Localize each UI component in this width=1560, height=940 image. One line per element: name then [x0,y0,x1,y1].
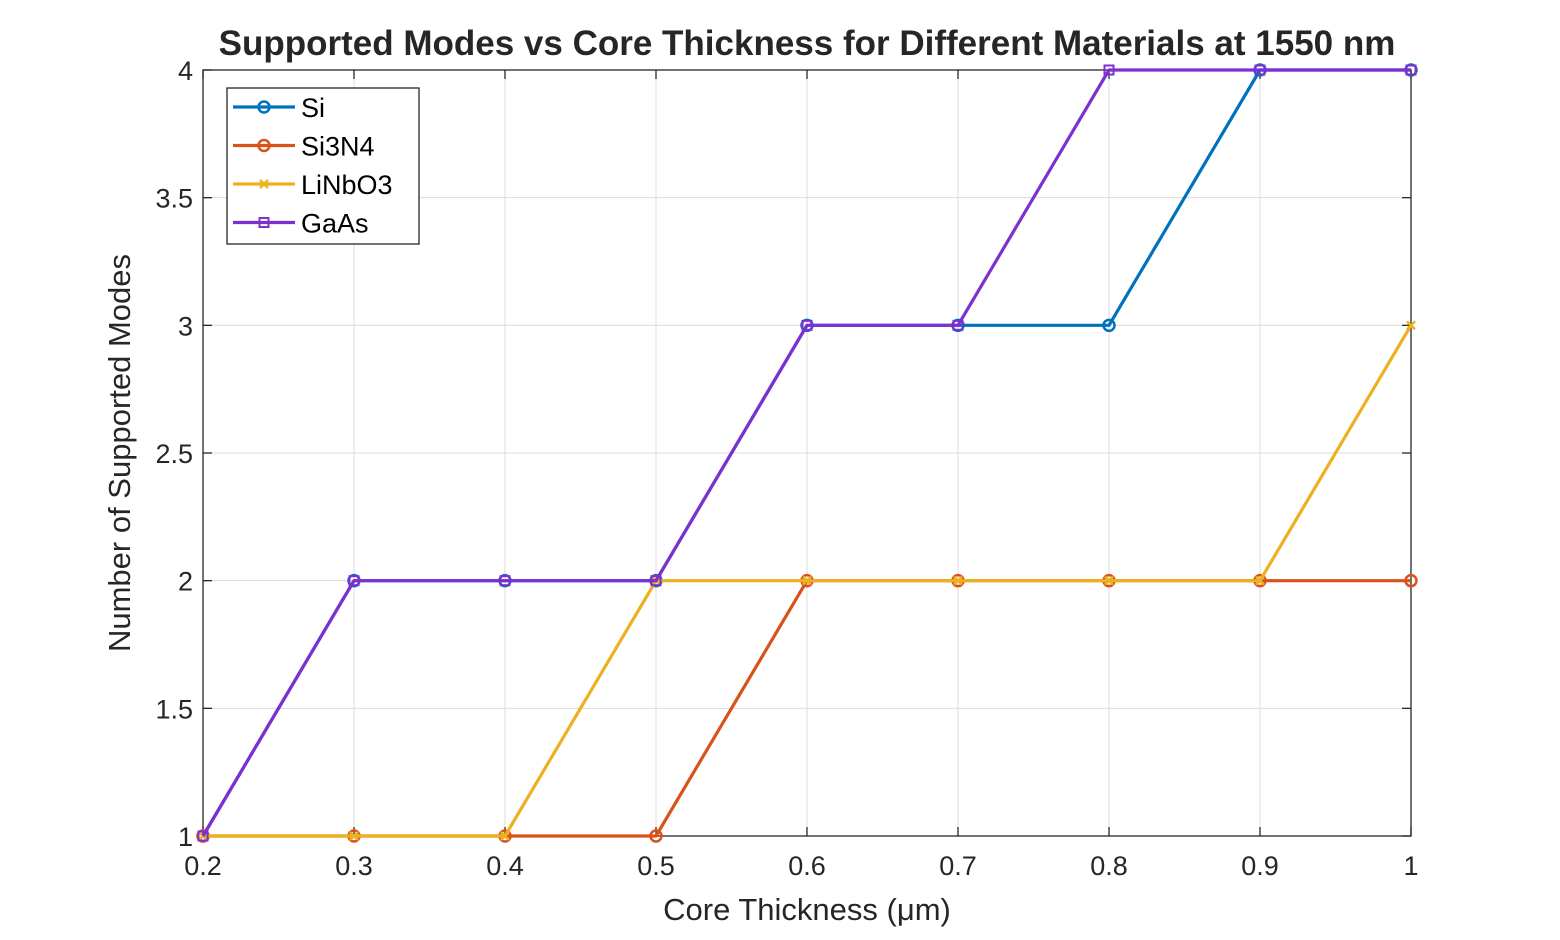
y-tick-label: 3.5 [155,184,193,214]
data-point-gaas [499,575,511,587]
data-point-si3n4 [649,829,663,843]
y-tick-label: 1.5 [155,694,193,724]
x-tick-label: 0.9 [1241,851,1279,881]
data-point-gaas [1103,64,1115,76]
x-tick-label: 0.5 [637,851,675,881]
legend-marker-gaas [258,217,270,228]
data-point-gaas [650,575,662,587]
legend-label-si: Si [301,93,325,123]
data-point-si3n4 [1404,573,1418,588]
legend-item-gaas: GaAs [233,209,369,239]
x-tick-label: 0.4 [486,851,524,881]
chart-title: Supported Modes vs Core Thickness for Di… [219,24,1396,63]
data-point-gaas [348,575,360,587]
data-point-gaas [1254,64,1266,76]
x-tick-labels: 0.2 0.3 0.4 0.5 0.6 0.7 0.8 0.9 1 [184,851,1418,881]
data-point-linbo3 [349,831,359,841]
y-axis-label: Number of Supported Modes [102,254,137,652]
data-point-gaas [197,830,209,842]
legend-marker-linbo3 [259,179,269,189]
data-point-linbo3 [953,575,963,586]
legend-item-si3n4: Si3N4 [233,132,375,162]
series-layer [196,63,1418,843]
data-point-linbo3 [802,575,812,586]
series-gaas [197,64,1417,842]
legend-item-linbo3: LiNbO3 [233,170,393,200]
legend: Si Si3N4 LiNbO3 GaAs [226,87,420,245]
data-point-linbo3 [1406,320,1416,331]
data-point-linbo3 [1104,575,1114,586]
data-point-gaas [801,319,813,331]
x-tick-label: 0.6 [788,851,826,881]
y-tick-label: 2 [178,567,193,597]
legend-marker-si3n4 [257,138,271,153]
y-tick-label: 3 [178,311,193,341]
data-point-gaas [1405,64,1417,76]
series-line-gaas [201,68,1411,837]
y-tick-label: 1 [178,822,193,852]
x-tick-label: 1 [1403,851,1418,881]
x-tick-label: 0.8 [1090,851,1128,881]
x-tick-label: 0.7 [939,851,977,881]
legend-label-gaas: GaAs [301,209,369,239]
x-tick-label: 0.3 [335,851,373,881]
legend-marker-si [257,100,271,114]
data-point-linbo3 [500,831,510,841]
series-linbo3 [198,320,1416,841]
y-tick-label: 4 [178,56,193,86]
legend-item-si: Si [233,93,325,123]
x-tick-label: 0.2 [184,851,222,881]
y-tick-labels: 1 1.5 2 2.5 3 3.5 4 [155,56,193,852]
data-point-gaas [952,319,964,331]
x-axis-label: Core Thickness (μm) [663,892,951,927]
data-point-si [1102,318,1116,333]
legend-label-linbo3: LiNbO3 [301,170,393,200]
y-tick-label: 2.5 [155,439,193,469]
legend-label-si3n4: Si3N4 [301,132,375,162]
data-point-linbo3 [1255,575,1265,586]
